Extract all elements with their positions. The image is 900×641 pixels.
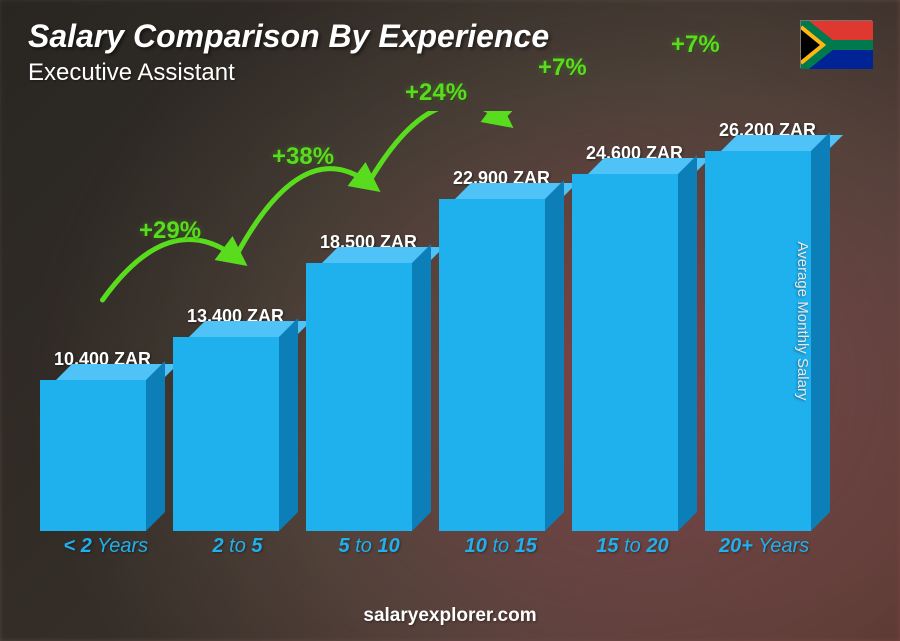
x-axis-label: 10 to 15 — [436, 535, 566, 571]
chart-area: 10,400 ZAR 13,400 ZAR 18,500 ZAR 22,900 … — [40, 111, 830, 571]
increase-percent-label: +24% — [405, 79, 467, 107]
bar — [306, 263, 431, 531]
bar — [40, 380, 165, 531]
bars-container: 10,400 ZAR 13,400 ZAR 18,500 ZAR 22,900 … — [40, 111, 830, 531]
bar — [705, 151, 830, 531]
increase-percent-label: +7% — [538, 54, 587, 82]
footer-attribution: salaryexplorer.com — [0, 605, 900, 627]
bar — [439, 199, 564, 531]
x-axis-labels: < 2 Years2 to 55 to 1010 to 1515 to 2020… — [40, 535, 830, 571]
x-axis-label: 5 to 10 — [304, 535, 434, 571]
bar — [173, 337, 298, 531]
bar — [572, 174, 697, 531]
bar-group: 18,500 ZAR — [306, 232, 431, 531]
x-axis-label: 2 to 5 — [172, 535, 302, 571]
x-axis-label: 15 to 20 — [567, 535, 697, 571]
bar-group: 24,600 ZAR — [572, 143, 697, 531]
bar-group: 13,400 ZAR — [173, 306, 298, 531]
bar-group: 22,900 ZAR — [439, 168, 564, 531]
header: Salary Comparison By Experience Executiv… — [28, 18, 872, 87]
increase-percent-label: +29% — [139, 217, 201, 245]
country-flag-icon — [800, 20, 872, 68]
x-axis-label: 20+ Years — [699, 535, 829, 571]
bar-group: 10,400 ZAR — [40, 349, 165, 531]
increase-percent-label: +38% — [272, 143, 334, 171]
page-title: Salary Comparison By Experience — [28, 18, 872, 55]
increase-percent-label: +7% — [671, 31, 720, 59]
y-axis-label: Average Monthly Salary — [794, 241, 811, 400]
bar-group: 26,200 ZAR — [705, 120, 830, 531]
x-axis-label: < 2 Years — [41, 535, 171, 571]
